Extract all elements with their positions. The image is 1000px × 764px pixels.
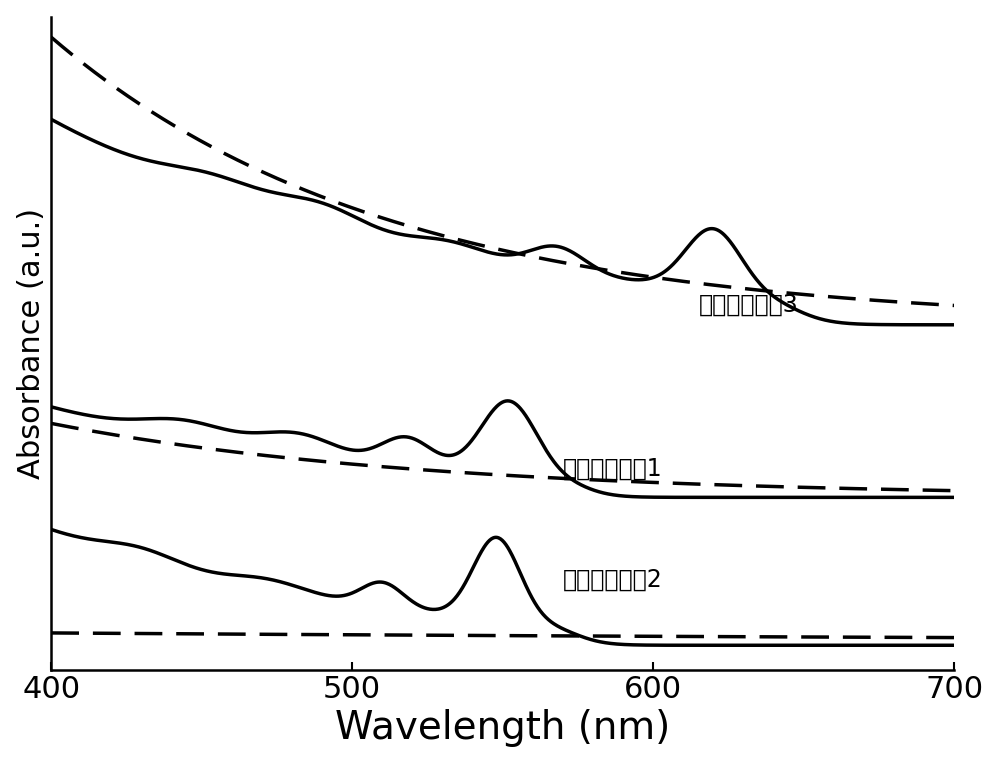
Text: 量子点催化剂3: 量子点催化剂3 xyxy=(698,293,798,316)
Text: 量子点催化剂2: 量子点催化剂2 xyxy=(563,568,663,591)
Y-axis label: Absorbance (a.u.): Absorbance (a.u.) xyxy=(17,208,46,479)
Text: 量子点催化剂1: 量子点催化剂1 xyxy=(563,457,663,481)
X-axis label: Wavelength (nm): Wavelength (nm) xyxy=(335,709,670,747)
